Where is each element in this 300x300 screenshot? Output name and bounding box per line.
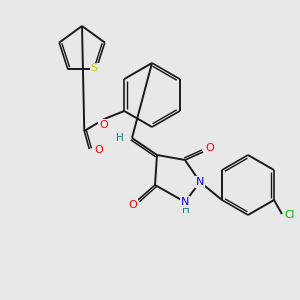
Text: H: H (182, 205, 190, 215)
Text: N: N (181, 197, 189, 207)
Text: Cl: Cl (285, 210, 295, 220)
Text: O: O (206, 143, 214, 153)
Text: O: O (129, 200, 137, 210)
Text: S: S (91, 63, 98, 74)
Text: O: O (99, 120, 108, 130)
Text: N: N (196, 177, 204, 187)
Text: H: H (116, 133, 124, 143)
Text: O: O (94, 145, 103, 155)
